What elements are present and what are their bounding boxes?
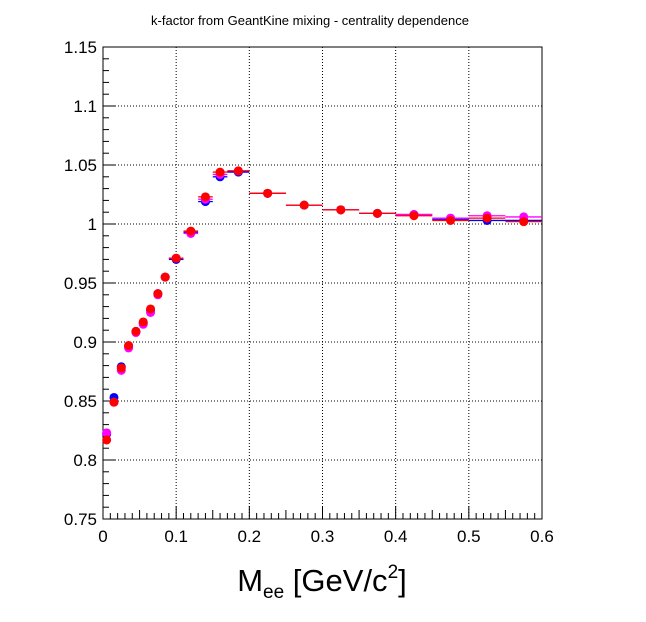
- data-series: [102, 166, 542, 445]
- data-point: [131, 326, 141, 336]
- x-tick-label: 0: [98, 527, 107, 546]
- data-point: [215, 167, 225, 177]
- x-tick-label: 0.2: [238, 527, 262, 546]
- series-2: [102, 166, 542, 438]
- data-point: [409, 211, 419, 221]
- data-point: [299, 200, 309, 210]
- data-point: [109, 397, 119, 407]
- data-point: [186, 226, 196, 236]
- data-point: [233, 166, 243, 176]
- data-point: [146, 304, 156, 314]
- grid-lines: [103, 47, 542, 519]
- data-point: [102, 435, 112, 445]
- x-tick-label: 0.5: [457, 527, 481, 546]
- y-tick-label: 0.9: [73, 333, 97, 352]
- y-tick-label: 0.75: [64, 510, 97, 529]
- data-point: [336, 205, 346, 215]
- y-tick-label: 1.1: [73, 97, 97, 116]
- data-point: [372, 208, 382, 218]
- axis-ticks: [102, 46, 543, 520]
- data-point: [160, 272, 170, 282]
- x-axis-label-superscript: 2: [388, 562, 399, 583]
- chart-title: k-factor from GeantKine mixing - central…: [151, 13, 469, 28]
- x-tick-label: 0.1: [164, 527, 188, 546]
- data-point: [171, 253, 181, 263]
- x-tick-label: 0.3: [311, 527, 335, 546]
- x-axis-label-main: M: [237, 563, 263, 598]
- data-point: [138, 317, 148, 327]
- y-tick-label: 1.15: [64, 38, 97, 57]
- x-axis-label-unit-suffix: ]: [398, 563, 407, 598]
- y-tick-label: 0.95: [64, 274, 97, 293]
- data-point: [446, 215, 456, 225]
- data-point: [263, 188, 273, 198]
- y-tick-label: 0.85: [64, 392, 97, 411]
- data-point: [102, 428, 112, 438]
- data-point: [200, 192, 210, 202]
- data-point: [124, 341, 134, 351]
- tick-labels: 0 0.1 0.2 0.3 0.4 0.5 0.6 0.75 0.8 0.85 0.9 0.95 1 1.…: [64, 38, 554, 546]
- x-axis-label-unit-prefix: [GeV/c: [284, 563, 387, 598]
- x-tick-label: 0.6: [530, 527, 554, 546]
- y-tick-label: 1: [88, 215, 97, 234]
- y-tick-label: 0.8: [73, 451, 97, 470]
- x-axis-label-subscript: ee: [263, 582, 284, 603]
- y-tick-label: 1.05: [64, 156, 97, 175]
- data-point: [519, 217, 529, 227]
- data-point: [153, 289, 163, 299]
- series-3: [102, 166, 542, 445]
- series-1: [102, 167, 542, 439]
- x-tick-label: 0.4: [384, 527, 408, 546]
- data-point: [116, 363, 126, 373]
- x-axis-label: Mee [GeV/c2]: [237, 562, 407, 603]
- data-point: [482, 213, 492, 223]
